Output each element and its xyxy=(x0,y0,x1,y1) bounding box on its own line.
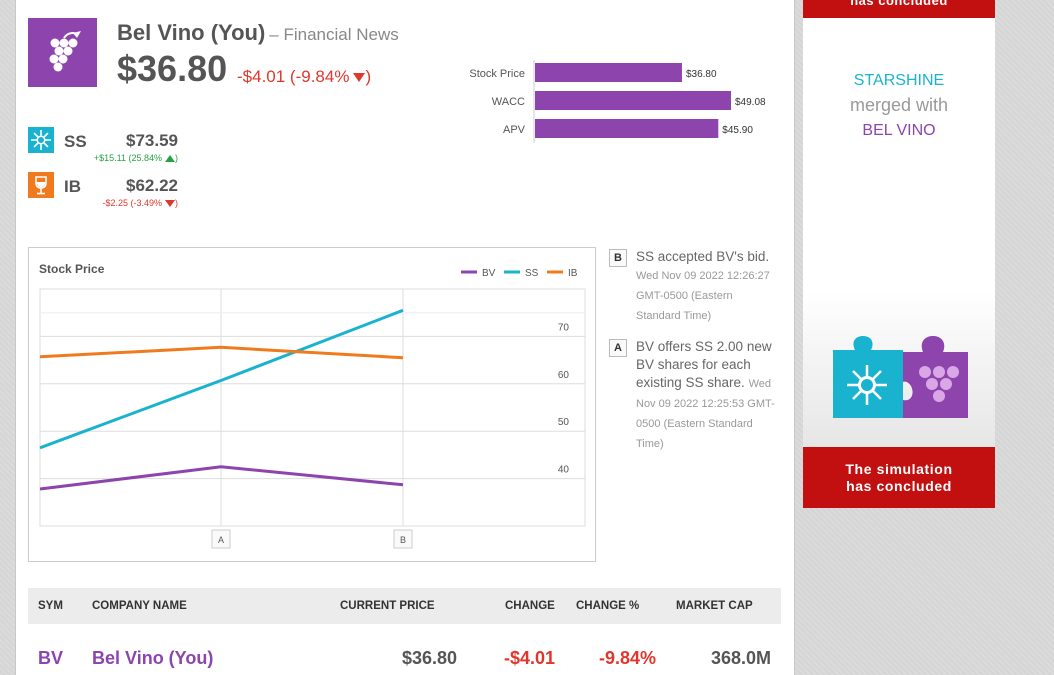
bar-value-label: $36.80 xyxy=(686,69,717,80)
merge-line-1: STARSHINE xyxy=(853,72,945,89)
peer-ss: SS $73.59 +$15.11 (25.84%) xyxy=(28,127,188,163)
row-change-pct: -9.84% xyxy=(598,648,656,668)
event-marker-b[interactable] xyxy=(393,529,413,549)
grapes-icon xyxy=(49,30,81,71)
bel-vino-logo xyxy=(28,18,97,87)
event-text-block: SS accepted BV's bid. Wed Nov 09 2022 12… xyxy=(636,248,779,326)
col-current-price[interactable]: CURRENT PRICE xyxy=(340,600,435,612)
event-tag: B xyxy=(609,249,627,267)
bar-apv xyxy=(535,119,719,138)
down-arrow-icon xyxy=(165,200,175,208)
company-name: Bel Vino (You) xyxy=(117,20,266,45)
peer-change-close: ) xyxy=(175,198,178,208)
table-header: SYM COMPANY NAME CURRENT PRICE CHANGE CH… xyxy=(28,588,781,624)
peer-symbol: IB xyxy=(64,177,81,196)
series-line-ib xyxy=(39,345,404,360)
bar-category-label: APV xyxy=(503,124,526,136)
legend-label-ib: IB xyxy=(568,268,578,279)
financial-news-label: – Financial News xyxy=(269,25,399,44)
col-company-name[interactable]: COMPANY NAME xyxy=(92,600,187,612)
x-tick-label: A xyxy=(218,535,224,545)
series-line-ss xyxy=(39,308,404,450)
series-line-bv xyxy=(39,465,404,491)
event-tag: A xyxy=(609,339,627,357)
event-item: A BV offers SS 2.00 new BV shares for ea… xyxy=(609,338,779,454)
puzzle-icon xyxy=(833,336,968,418)
down-arrow-icon xyxy=(353,73,366,83)
event-time: Wed Nov 09 2022 12:26:27 GMT-0500 (Easte… xyxy=(636,270,770,322)
up-arrow-icon xyxy=(165,155,175,163)
legend-label-bv: BV xyxy=(482,268,496,279)
col-market-cap[interactable]: MARKET CAP xyxy=(676,600,753,612)
ib-logo xyxy=(28,172,54,198)
merge-line-2: merged with xyxy=(849,95,949,115)
event-time: Wed Nov 09 2022 12:25:53 GMT-0500 (Easte… xyxy=(636,378,775,450)
y-tick-label: 40 xyxy=(558,465,570,476)
merger-message: STARSHINE merged with BEL VINO xyxy=(803,68,995,143)
simulation-banner: The simulation has concluded xyxy=(803,447,995,508)
peer-change: -$2.25 (-3.49%) xyxy=(102,198,178,208)
peer-change: +$15.11 (25.84%) xyxy=(94,153,178,163)
merger-ad-panel: has concluded STARSHINE merged with BEL … xyxy=(803,0,995,508)
bar-stock-price xyxy=(535,63,682,82)
stock-price-chart: 70 60 50 40 Stock Price A B BV SS IB xyxy=(28,247,596,562)
peer-change-close: ) xyxy=(175,153,178,163)
bar-category-label: WACC xyxy=(492,96,525,108)
starshine-logo xyxy=(28,127,54,153)
row-price: $36.80 xyxy=(401,648,457,668)
star-icon xyxy=(31,130,51,150)
banner-line-2: has concluded xyxy=(846,478,952,494)
event-text: BV offers SS 2.00 new BV shares for each… xyxy=(636,339,772,390)
wine-glass-icon xyxy=(35,176,47,195)
event-marker-a[interactable] xyxy=(211,529,231,549)
y-tick-label: 70 xyxy=(558,322,570,333)
chart-title: Stock Price xyxy=(39,262,105,276)
peer-symbol: SS xyxy=(64,132,87,151)
peer-price: $62.22 xyxy=(126,176,178,195)
col-change-pct[interactable]: CHANGE % xyxy=(576,600,640,612)
company-title: Bel Vino (You) – Financial News xyxy=(117,20,399,46)
peer-price: $73.59 xyxy=(126,131,178,150)
y-tick-label: 50 xyxy=(558,417,570,428)
banner-line-1: The simulation xyxy=(845,461,953,477)
stock-price-line-chart: 70 60 50 40 Stock Price A B BV SS IB xyxy=(39,262,586,549)
event-text: SS accepted BV's bid. xyxy=(636,249,770,264)
bar-wacc xyxy=(535,91,731,110)
bar-value-label: $45.90 xyxy=(722,125,753,136)
current-price: $36.80 xyxy=(117,48,228,89)
bar-category-label: Stock Price xyxy=(469,68,525,80)
x-tick-label: B xyxy=(400,535,406,545)
price-change: -$4.01 (-9.84%) xyxy=(237,67,372,86)
y-tick-label: 60 xyxy=(558,370,570,381)
col-change[interactable]: CHANGE xyxy=(505,600,555,612)
peer-ib: IB $62.22 -$2.25 (-3.49%) xyxy=(28,172,188,208)
event-item: B SS accepted BV's bid. Wed Nov 09 2022 … xyxy=(609,248,779,326)
puzzle-graphic xyxy=(803,290,995,447)
col-sym[interactable]: SYM xyxy=(38,600,63,612)
row-company-name: Bel Vino (You) xyxy=(92,648,214,668)
peer-change-value: -$2.25 (-3.49% xyxy=(102,198,162,208)
row-sym: BV xyxy=(38,648,64,668)
top-banner: has concluded xyxy=(803,0,995,18)
bar-value-label: $49.08 xyxy=(735,97,766,108)
peer-change-value: +$15.11 (25.84% xyxy=(93,153,162,163)
valuation-bar-chart: Stock Price $36.80 WACC $49.08 APV $45.90 xyxy=(469,60,766,143)
price-change-value: -$4.01 (-9.84% xyxy=(237,67,350,86)
legend-label-ss: SS xyxy=(525,268,539,279)
merge-line-3: BEL VINO xyxy=(862,122,936,139)
row-market-cap: 368.0M xyxy=(710,648,771,668)
event-text-block: BV offers SS 2.00 new BV shares for each… xyxy=(636,338,779,454)
row-change: -$4.01 xyxy=(503,648,555,668)
news-events: B SS accepted BV's bid. Wed Nov 09 2022 … xyxy=(609,248,779,466)
plot-area xyxy=(39,288,586,527)
